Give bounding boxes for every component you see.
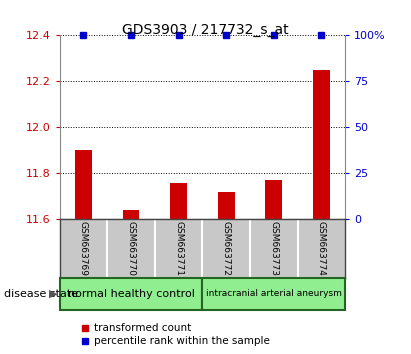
Bar	[313, 70, 330, 219]
Text: intracranial arterial aneurysm: intracranial arterial aneurysm	[206, 289, 342, 298]
Text: GSM663774: GSM663774	[317, 221, 326, 276]
Text: disease state: disease state	[4, 289, 78, 299]
Bar	[266, 181, 282, 219]
Bar	[75, 150, 92, 219]
Text: normal healthy control: normal healthy control	[67, 289, 194, 299]
Text: GSM663769: GSM663769	[79, 221, 88, 276]
Text: GSM663770: GSM663770	[127, 221, 136, 276]
Bar	[202, 278, 345, 310]
Text: GSM663773: GSM663773	[269, 221, 278, 276]
Text: GSM663772: GSM663772	[222, 221, 231, 276]
Text: GDS3903 / 217732_s_at: GDS3903 / 217732_s_at	[122, 23, 289, 37]
Bar	[60, 278, 202, 310]
Text: ▶: ▶	[49, 289, 58, 299]
Text: GSM663771: GSM663771	[174, 221, 183, 276]
Bar	[170, 183, 187, 219]
Legend: transformed count, percentile rank within the sample: transformed count, percentile rank withi…	[77, 319, 274, 350]
Bar	[122, 210, 139, 219]
Bar	[218, 192, 235, 219]
